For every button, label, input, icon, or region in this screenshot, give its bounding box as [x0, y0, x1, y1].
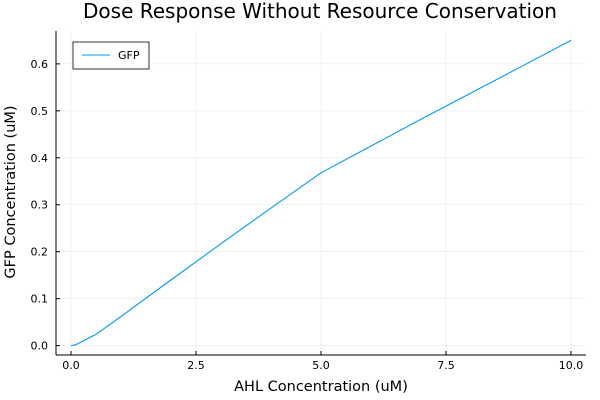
y-tick-label: 0.6: [31, 58, 49, 71]
x-tick-label: 10.0: [559, 359, 584, 372]
y-tick-label: 0.5: [31, 105, 49, 118]
x-tick-label: 0.0: [62, 359, 80, 372]
chart-title: Dose Response Without Resource Conservat…: [83, 0, 557, 23]
x-tick-label: 7.5: [437, 359, 455, 372]
x-axis-label: AHL Concentration (uM): [234, 379, 408, 395]
ticks: 0.0 2.5 5.0 7.5 10.0 0.0 0.1 0.2 0.3 0.4 0.5 0.6: [31, 58, 584, 372]
x-tick-label: 5.0: [312, 359, 330, 372]
y-tick-label: 0.2: [31, 246, 49, 259]
y-tick-label: 0.0: [31, 340, 49, 353]
series-line-gfp: [70, 39, 572, 347]
legend: GFP: [72, 41, 150, 70]
y-axis-label: GFP Concentration (uM): [3, 105, 19, 278]
legend-label: GFP: [118, 49, 140, 62]
x-tick-label: 2.5: [187, 359, 205, 372]
y-tick-label: 0.4: [31, 152, 49, 165]
y-tick-label: 0.1: [31, 293, 49, 306]
series-layer: [70, 39, 572, 347]
y-tick-label: 0.3: [31, 199, 49, 212]
